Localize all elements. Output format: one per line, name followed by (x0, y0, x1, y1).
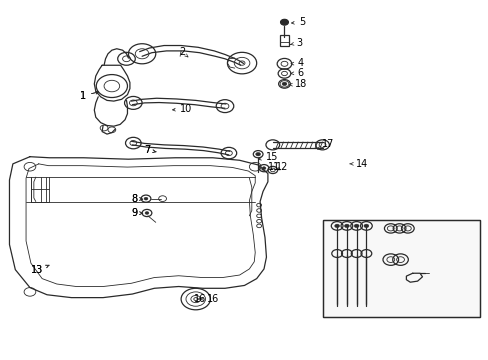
Circle shape (344, 224, 348, 228)
Text: 14: 14 (349, 159, 367, 169)
Circle shape (334, 224, 339, 228)
Bar (322, 220, 479, 317)
Bar (322, 220, 479, 317)
Text: 9: 9 (131, 208, 142, 218)
Text: 1: 1 (80, 91, 99, 101)
Text: 8: 8 (131, 194, 142, 204)
Circle shape (282, 82, 286, 86)
Text: 10: 10 (172, 104, 192, 114)
Text: 11: 11 (262, 162, 280, 172)
Text: 6: 6 (290, 68, 303, 78)
Text: 8: 8 (131, 194, 142, 204)
Circle shape (144, 197, 148, 200)
Text: 1: 1 (80, 91, 99, 101)
Text: 13: 13 (31, 265, 49, 275)
Text: 2: 2 (179, 46, 187, 57)
Circle shape (145, 212, 149, 215)
Circle shape (353, 224, 358, 228)
Text: 16: 16 (194, 294, 206, 304)
Circle shape (363, 224, 368, 228)
Bar (279, 35, 289, 45)
Text: 12: 12 (276, 162, 288, 172)
Text: 4: 4 (290, 58, 303, 68)
Text: 9: 9 (131, 208, 142, 218)
Text: 16: 16 (200, 294, 218, 304)
Text: 13: 13 (31, 265, 49, 275)
Text: 17: 17 (317, 139, 333, 149)
Text: 3: 3 (290, 38, 302, 48)
Text: 7: 7 (144, 145, 156, 155)
Circle shape (280, 19, 288, 25)
Text: 15: 15 (258, 152, 278, 162)
Text: 18: 18 (289, 79, 307, 89)
Text: 7: 7 (144, 145, 156, 155)
Circle shape (255, 152, 260, 156)
Text: 5: 5 (291, 17, 305, 27)
Circle shape (262, 167, 265, 170)
